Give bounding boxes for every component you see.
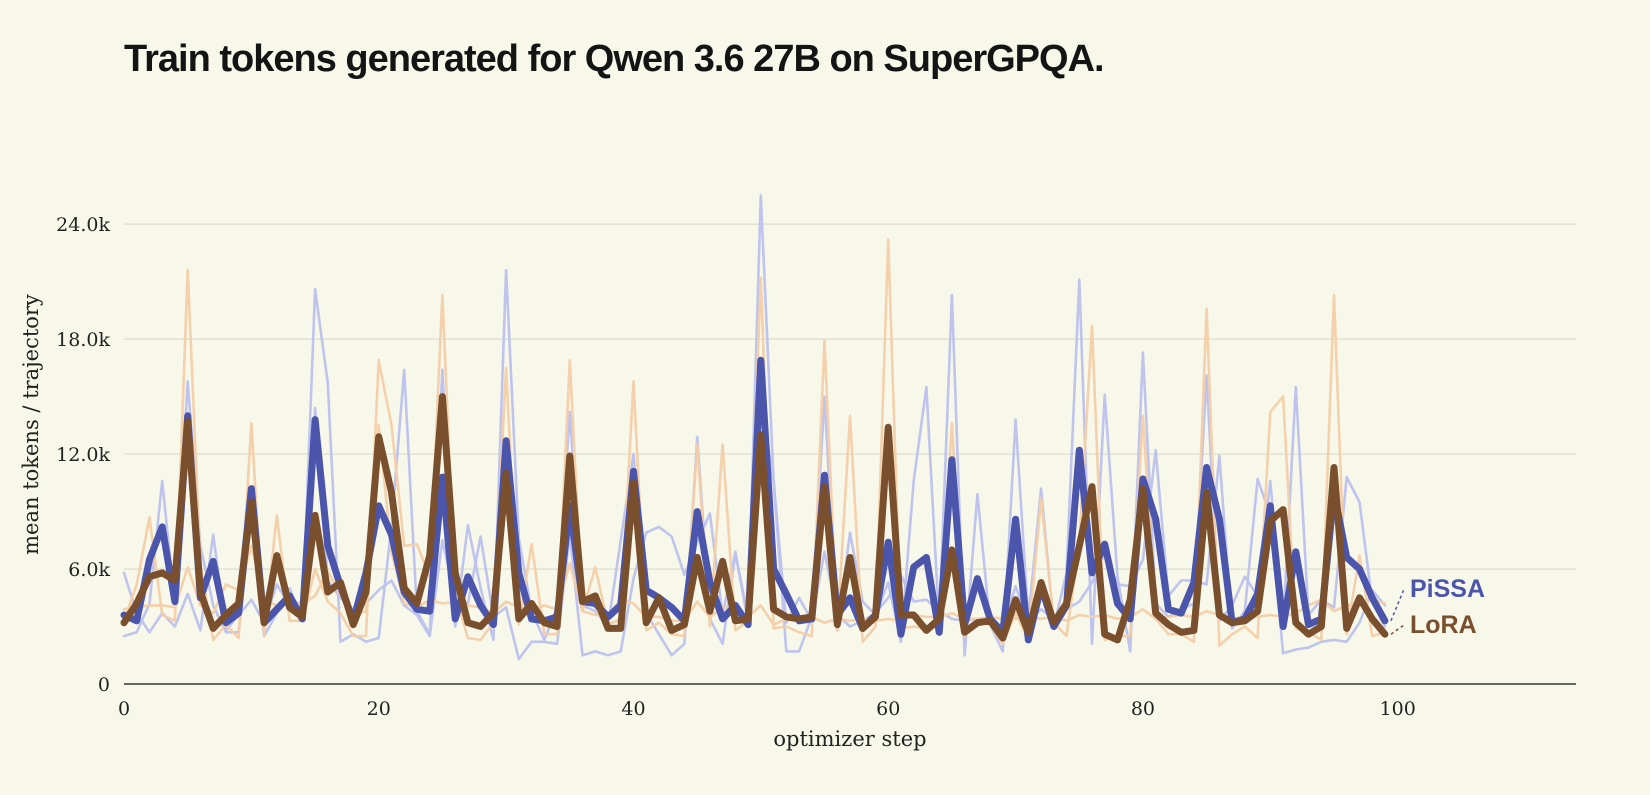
x-tick-label: 60	[876, 698, 900, 720]
y-tick-label: 0	[98, 674, 110, 696]
x-tick-label: 80	[1131, 698, 1155, 720]
legend-leader-line	[1390, 624, 1405, 635]
legend-label-pissa: PiSSA	[1410, 575, 1485, 603]
x-tick-label: 40	[621, 698, 645, 720]
x-tick-label: 0	[118, 698, 130, 720]
legend-label-lora: LoRA	[1410, 611, 1477, 639]
x-tick-label: 100	[1380, 698, 1416, 720]
grid-lines	[124, 223, 1576, 570]
x-tick-labels: 0 20 40 60 80 100	[118, 698, 1416, 720]
y-tick-label: 6.0k	[68, 559, 110, 581]
chart-title: Train tokens generated for Qwen 3.6 27B …	[124, 38, 1105, 80]
x-axis-label: optimizer step	[773, 727, 926, 751]
y-axis-label: mean tokens / trajectory	[19, 294, 43, 555]
series-line-lora	[120, 393, 1389, 644]
y-tick-label: 18.0k	[56, 329, 110, 351]
y-tick-labels: 0 6.0k 12.0k 18.0k 24.0k	[56, 214, 110, 696]
inline-legend: PiSSA LoRA	[1390, 575, 1485, 639]
y-tick-label: 24.0k	[56, 214, 110, 236]
y-tick-label: 12.0k	[56, 444, 110, 466]
mean-series-lines	[120, 356, 1389, 644]
x-tick-label: 20	[367, 698, 391, 720]
legend-leader-line	[1390, 588, 1405, 622]
